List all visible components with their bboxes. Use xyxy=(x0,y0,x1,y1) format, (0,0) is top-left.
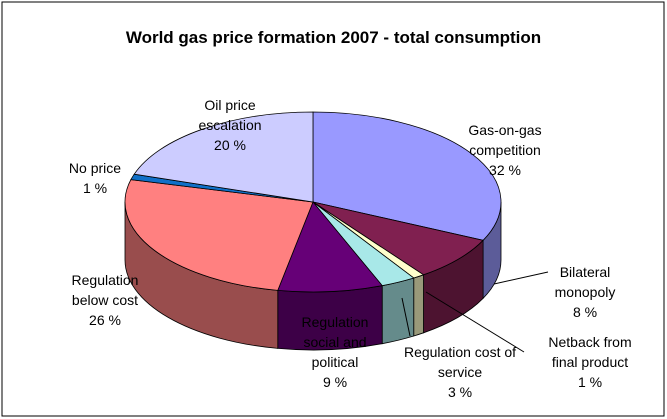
chart-title: World gas price formation 2007 - total c… xyxy=(125,28,542,47)
value-label: 32 % xyxy=(489,162,521,178)
value-label: 8 % xyxy=(572,304,598,320)
slice-side xyxy=(381,277,415,345)
slice-label: Regulation social and political 9 % xyxy=(290,312,380,392)
slice xyxy=(133,111,314,203)
value-label: 26 % xyxy=(89,312,121,328)
slice-label: Regulation below cost 26 % xyxy=(60,270,150,330)
category-label: Gas-on-gas competition xyxy=(468,122,542,158)
category-label: Netback from final product xyxy=(548,334,632,370)
category-label: Oil price escalation xyxy=(198,97,262,133)
value-label: 1 % xyxy=(577,374,603,390)
slice-label: Netback from final product 1 % xyxy=(535,332,645,392)
slice xyxy=(312,111,502,241)
category-label: No price xyxy=(68,160,122,176)
slice-label: Oil price escalation 20 % xyxy=(180,95,280,155)
value-label: 9 % xyxy=(322,374,348,390)
leader-line xyxy=(401,297,411,337)
slice-label: Regulation cost of service 3 % xyxy=(400,342,520,402)
leader-line xyxy=(493,271,549,285)
value-label: 20 % xyxy=(214,137,246,153)
slice-label: Bilateral monopoly 8 % xyxy=(545,262,625,322)
slice xyxy=(124,179,314,291)
value-label: 1 % xyxy=(82,180,108,196)
leader-line xyxy=(425,291,525,353)
category-label: Regulation below cost xyxy=(71,272,139,308)
value-label: 3 % xyxy=(447,384,473,400)
category-label: Bilateral monopoly xyxy=(554,264,616,300)
slice-side xyxy=(413,274,424,337)
category-label: Regulation social and political xyxy=(301,314,369,370)
slice-label: Gas-on-gas competition 32 % xyxy=(450,120,560,180)
slice xyxy=(277,201,383,293)
slice xyxy=(312,201,484,276)
category-label: Regulation cost of service xyxy=(403,344,517,380)
slice-label: No price 1 % xyxy=(55,158,135,198)
